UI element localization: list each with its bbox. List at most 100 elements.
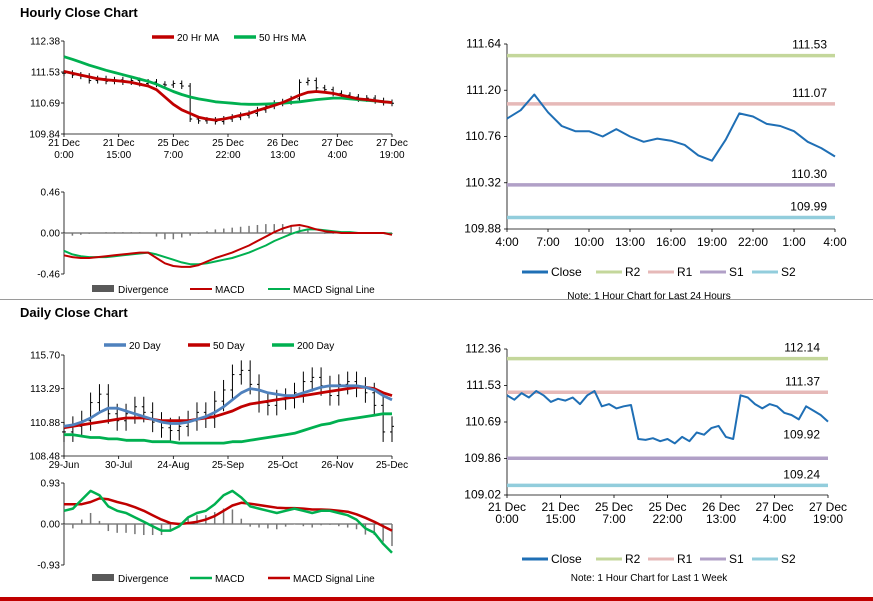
daily-close-week-xtick-label: 27 Dec [755,500,793,514]
hourly-macd-signal-legend-label: MACD Signal Line [293,285,375,296]
hourly-close-24h-xtick-label: 4:00 [495,235,519,249]
hourly-close-24h-xtick-label: 22:00 [738,235,768,249]
daily-price-ma50-line [63,385,393,430]
hourly-close-24h-xtick-label: 7:00 [536,235,560,249]
daily-close-week-close-line [506,390,829,445]
daily-macd-macd-legend-label: MACD [215,574,244,585]
daily-price-ma200-legend-label: 200 Day [297,341,334,352]
hourly-close-24h-xtick-label: 10:00 [574,235,604,249]
daily-close-week-r2-legend-label: R2 [625,552,641,566]
section-divider [0,299,873,300]
daily-close-week-ytick-label: 109.86 [464,451,501,465]
daily-section-title: Daily Close Chart [20,305,128,320]
daily-price-xtick-label: 25-Dec [376,460,408,471]
hourly-macd-macd-legend-label: MACD [215,285,244,296]
daily-price-ytick-label: 110.88 [30,418,60,429]
daily-price-xtick-label: 26-Nov [321,460,353,471]
daily-close-week-level-r1-label: 111.37 [785,374,820,388]
daily-close-week-xtick-label: 7:00 [602,512,626,526]
daily-close-week-s2-legend-label: S2 [781,552,796,566]
daily-close-week-xtick-label: 25 Dec [648,500,686,514]
hourly-price-xtick-label: 22:00 [215,150,240,161]
daily-price-ma20-line [63,384,393,428]
hourly-close-24h-s2-legend-label: S2 [781,265,796,279]
hourly-close-24h-close-line [506,93,836,162]
daily-close-week-ytick-label: 112.36 [465,342,501,356]
hourly-price-xtick-label: 19:00 [379,150,404,161]
daily-macd-ytick-label: 0.00 [41,520,61,531]
daily-macd-macd-line [63,489,393,554]
daily-close-week-s1-legend-label: S1 [729,552,744,566]
daily-close-week-xtick-label: 22:00 [652,512,682,526]
daily-close-week-xtick-label: 21 Dec [488,500,526,514]
hourly-price-xtick-label: 26 Dec [267,138,299,149]
daily-price-xtick-label: 30-Jul [105,460,132,471]
daily-close-week-xtick-label: 0:00 [495,512,519,526]
daily-close-week-xtick-label: 27 Dec [809,500,847,514]
hourly-price-xtick-label: 25 Dec [157,138,189,149]
hourly-close-24h-ytick-label: 111.20 [466,83,501,97]
daily-price-xtick-label: 29-Jun [49,460,80,471]
daily-price-ma20-legend-label: 20 Day [129,341,161,352]
hourly-close-24h-xtick-label: 1:00 [782,235,806,249]
daily-close-week-r1-legend-label: R1 [677,552,693,566]
hourly-close-24h-xtick-label: 19:00 [697,235,727,249]
daily-close-week-end-label: 109.92 [783,428,820,442]
hourly-price-ytick-label: 110.69 [30,99,60,110]
hourly-close-24h-xtick-label: 4:00 [823,235,847,249]
daily-price-ytick-label: 115.70 [30,351,60,362]
hourly-price-xtick-label: 27 Dec [321,138,353,149]
daily-close-week-xtick-label: 19:00 [813,512,843,526]
hourly-close-24h-note: Note: 1 Hour Chart for Last 24 Hours [567,291,730,302]
hourly-macd-ytick-label: 0.00 [41,229,61,240]
daily-price-ma200-line [64,412,392,445]
hourly-price-xtick-label: 7:00 [164,150,184,161]
daily-close-week-ytick-label: 111.53 [466,378,501,392]
hourly-close-24h-xtick-label: 13:00 [615,235,645,249]
daily-close-week-level-r2-label: 112.14 [784,341,820,355]
hourly-close-24h-close-legend-label: Close [551,265,582,279]
daily-macd-signal-legend-label: MACD Signal Line [293,574,375,585]
hourly-section-title: Hourly Close Chart [20,5,138,20]
daily-price-ma50-legend-label: 50 Day [213,341,245,352]
daily-price-xtick-label: 25-Oct [268,460,298,471]
daily-close-week-xtick-label: 26 Dec [702,500,740,514]
hourly-macd-ytick-label: 0.46 [41,188,61,199]
daily-macd-ytick-label: 0.93 [41,479,61,490]
daily-macd-signal-line [64,497,393,532]
daily-close-week-xtick-label: 4:00 [763,512,787,526]
daily-close-week-note: Note: 1 Hour Chart for Last 1 Week [571,573,729,584]
hourly-close-24h-r1-legend-label: R1 [677,265,693,279]
daily-macd-divergence-legend-label: Divergence [118,574,169,585]
hourly-macd-ytick-label: -0.46 [37,270,60,281]
daily-close-week-xtick-label: 15:00 [545,512,575,526]
hourly-price-ma50-legend-label: 50 Hrs MA [259,33,307,44]
daily-macd-ytick-label: -0.93 [37,561,60,572]
hourly-close-24h-ytick-label: 111.64 [466,37,501,51]
hourly-price-xtick-label: 21 Dec [48,138,80,149]
hourly-close-24h-level-r1-label: 111.07 [792,86,827,100]
hourly-close-24h-r2-legend-label: R2 [625,265,641,279]
hourly-price-ytick-label: 111.53 [31,68,61,79]
hourly-macd-signal-line [63,228,393,266]
hourly-price-xtick-label: 21 Dec [103,138,135,149]
hourly-price-xtick-label: 15:00 [106,150,131,161]
hourly-price-xtick-label: 4:00 [328,150,348,161]
bottom-red-bar [0,597,873,601]
hourly-close-24h-ytick-label: 109.88 [464,222,501,236]
hourly-price-xtick-label: 0:00 [54,150,74,161]
hourly-close-24h-xtick-label: 16:00 [656,235,686,249]
hourly-close-24h-s1-legend-label: S1 [729,265,744,279]
hourly-close-24h-level-r2-label: 111.53 [792,38,827,52]
hourly-close-24h-ytick-label: 110.32 [465,175,501,189]
daily-close-week-xtick-label: 13:00 [706,512,736,526]
hourly-price-ytick-label: 112.38 [30,37,60,48]
daily-close-week-ytick-label: 109.02 [464,488,501,502]
daily-close-week-ytick-label: 110.69 [465,415,501,429]
hourly-macd-divergence-legend-label: Divergence [118,285,169,296]
hourly-macd-macd-line [63,224,393,268]
daily-price-xtick-label: 24-Aug [157,460,189,471]
daily-price-ytick-label: 108.48 [29,452,60,463]
hourly-price-ma50-line [63,55,393,106]
